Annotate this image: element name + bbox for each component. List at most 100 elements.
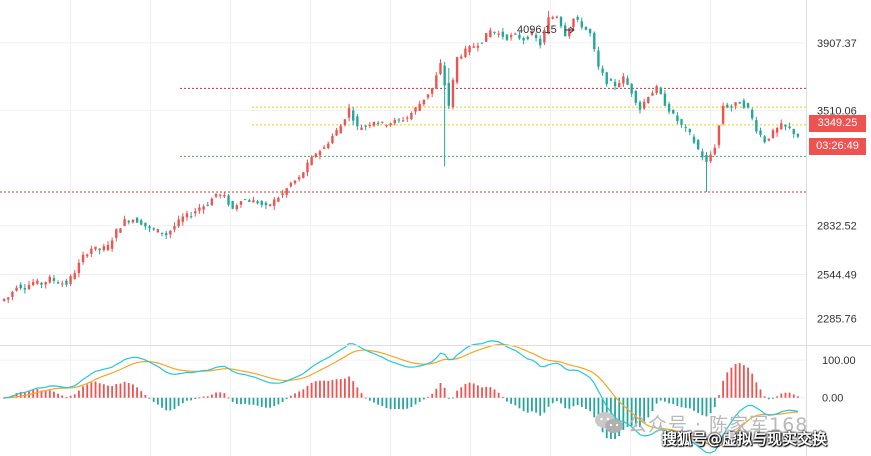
candle-body	[468, 46, 471, 53]
candle-body	[385, 125, 388, 127]
macd-histogram-bar	[248, 397, 251, 405]
candle-body	[576, 16, 579, 20]
candle-body	[422, 99, 426, 105]
macd-histogram-bar	[356, 387, 359, 398]
macd-histogram-bar	[614, 397, 616, 440]
macd-histogram-bar	[90, 382, 93, 398]
candle-body	[775, 128, 779, 133]
wechat-icon	[595, 412, 623, 433]
macd-histogram-bar	[759, 389, 762, 398]
macd-histogram-bar	[535, 397, 537, 413]
candle-body	[676, 115, 679, 122]
candle-body	[210, 198, 214, 206]
candle-body	[77, 262, 81, 274]
candle-body	[169, 230, 172, 235]
macd-histogram-bar	[659, 397, 662, 401]
macd-histogram-bar	[418, 397, 421, 402]
candle-body	[198, 207, 201, 211]
macd-histogram-bar	[235, 397, 238, 404]
macd-histogram-bar	[427, 396, 429, 398]
candle-body	[273, 199, 276, 206]
candle-body	[177, 219, 180, 227]
candle-body	[86, 254, 89, 257]
macd-histogram-bar	[481, 387, 483, 398]
watermark-line-1: 公众号 · 陈家军168	[628, 414, 809, 436]
candle-body	[439, 63, 442, 75]
candle-body	[40, 282, 43, 285]
macd-histogram-bar	[772, 397, 774, 399]
candle-body	[460, 56, 463, 59]
macd-histogram-bar	[348, 376, 350, 398]
candle-body	[584, 26, 588, 30]
candle-body	[102, 246, 106, 251]
price-axis-label: 3907.37	[817, 38, 857, 50]
macd-histogram-bar	[672, 397, 675, 405]
macd-histogram-bar	[767, 397, 770, 400]
candle-body	[372, 121, 376, 126]
candle-body	[289, 182, 293, 187]
candle-body	[389, 123, 392, 126]
macd-histogram-bar	[680, 397, 683, 408]
candle-body	[780, 123, 783, 130]
macd-histogram-bar	[398, 397, 400, 409]
candle-body	[559, 17, 563, 27]
candle-body	[115, 229, 118, 238]
candle-body	[447, 83, 450, 106]
macd-histogram-bar	[751, 373, 754, 398]
macd-histogram-bar	[269, 397, 271, 408]
candle-body	[156, 229, 160, 233]
macd-histogram-bar	[651, 397, 654, 411]
macd-histogram-bar	[152, 397, 155, 403]
macd-histogram-bar	[422, 397, 425, 400]
macd-histogram-bar	[385, 397, 388, 409]
candle-body	[796, 133, 800, 137]
macd-histogram-bar	[69, 395, 72, 398]
candle-body	[48, 276, 51, 283]
macd-histogram-bar	[747, 367, 749, 398]
candle-body	[335, 130, 338, 136]
macd-histogram-bar	[597, 397, 600, 426]
candle-body	[352, 110, 355, 121]
candle-body	[680, 119, 683, 125]
macd-histogram-bar	[140, 391, 143, 398]
candle-body	[239, 201, 243, 205]
macd-histogram-bar	[410, 397, 413, 407]
macd-histogram-bar	[568, 397, 571, 409]
macd-histogram-bar	[797, 396, 799, 398]
macd-histogram-bar	[219, 392, 222, 398]
price-axis: 3907.37 3510.06 2832.52 2544.49 2285.76	[817, 38, 857, 326]
candle-body	[223, 195, 226, 197]
candle-body	[119, 228, 122, 233]
candle-body	[310, 157, 313, 166]
candle-body	[630, 83, 633, 94]
candle-body	[235, 205, 239, 210]
candle-body	[318, 151, 322, 156]
macd-histogram-bar	[510, 397, 513, 404]
candle-body	[568, 28, 571, 37]
candle-body	[214, 193, 218, 197]
candle-body	[31, 281, 35, 286]
macd-histogram-bar	[289, 395, 292, 398]
macd-histogram-bar	[593, 397, 596, 418]
candle-body	[368, 125, 372, 127]
candle-body	[44, 282, 47, 285]
macd-histogram-bar	[102, 384, 105, 398]
candle-body	[555, 16, 559, 18]
candle-body	[705, 154, 708, 162]
macd-histogram-bar	[452, 397, 454, 399]
candle-body	[206, 204, 209, 206]
macd-histogram-bar	[98, 383, 101, 398]
macd-histogram-bar	[310, 382, 313, 398]
macd-histogram-bar	[456, 390, 459, 398]
reference-lines	[0, 87, 806, 193]
macd-histogram-bar	[381, 397, 384, 406]
candle-body	[443, 65, 446, 86]
macd-histogram-bar	[73, 394, 76, 398]
macd-histogram-bar	[622, 397, 625, 430]
macd-histogram-bar	[738, 363, 741, 398]
price-axis-label: 2285.76	[817, 314, 857, 326]
price-axis-label: 2544.49	[817, 270, 857, 282]
candle-body	[771, 130, 775, 138]
macd-indicator	[3, 340, 799, 454]
candle-body	[69, 276, 72, 285]
